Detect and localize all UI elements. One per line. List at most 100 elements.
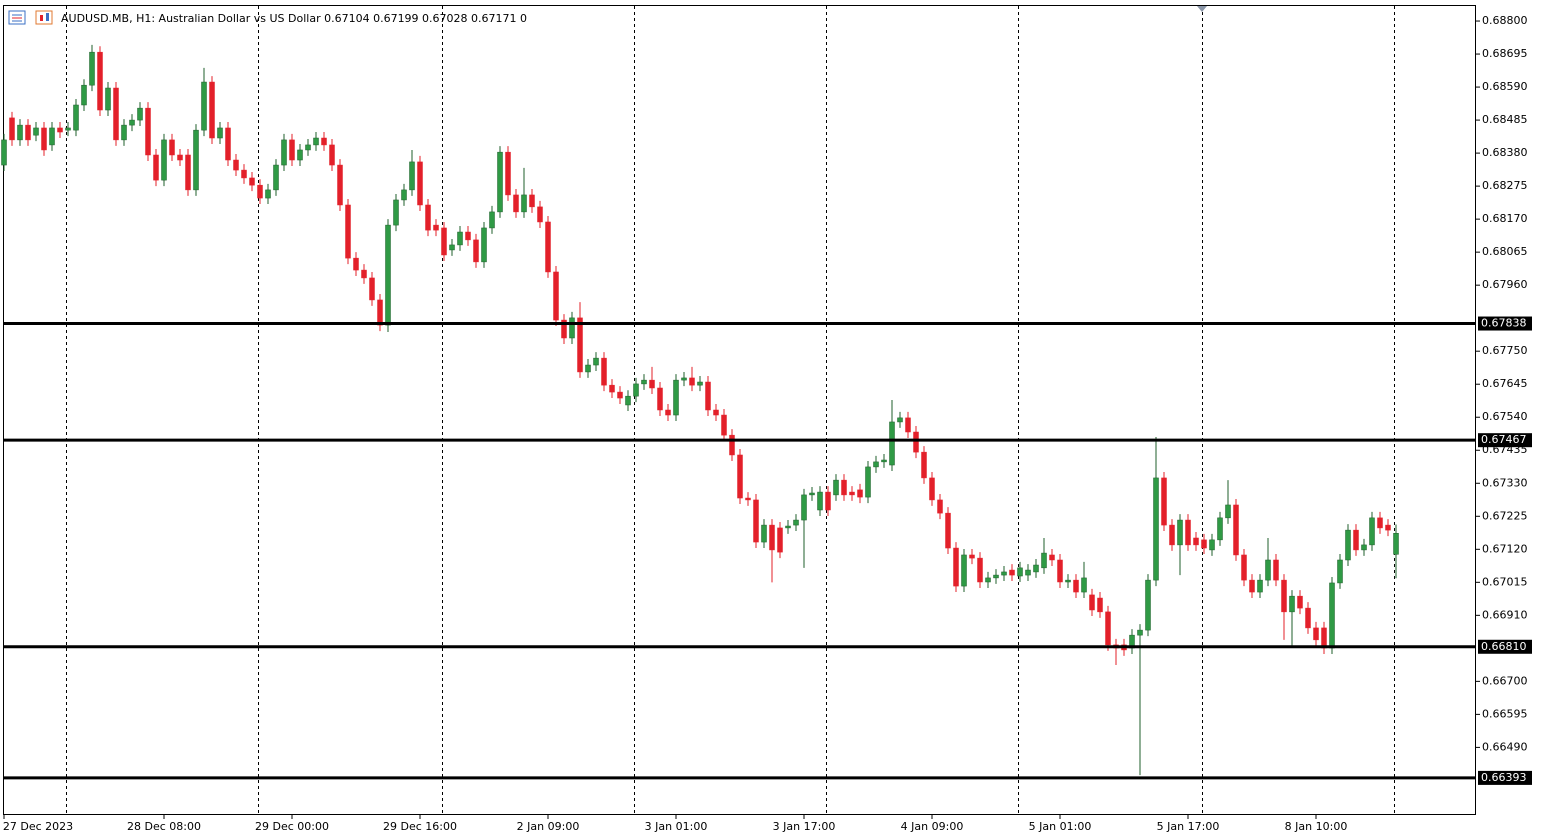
y-tick-label: 0.67225 (1482, 509, 1528, 522)
candle-body (1313, 627, 1319, 641)
level-label: 0.67467 (1481, 433, 1527, 446)
candle-body (25, 124, 31, 141)
y-tick-label: 0.68485 (1482, 113, 1528, 126)
candle-body (1305, 607, 1311, 629)
candle-body (1361, 544, 1367, 551)
candle-body (1161, 477, 1167, 526)
candle-body (473, 239, 479, 263)
candle-body (1353, 529, 1359, 551)
candle-body (1169, 524, 1175, 546)
candle-body (449, 244, 455, 251)
candle-body (833, 479, 839, 496)
candle-body (561, 319, 567, 339)
candle-body (1393, 533, 1399, 555)
candle-body (761, 524, 767, 543)
candle-body (241, 169, 247, 179)
candle-body (361, 269, 367, 279)
x-tick-label: 3 Jan 01:00 (645, 820, 708, 833)
candle-body (809, 492, 815, 496)
candle-body (1137, 629, 1143, 636)
candle-body (977, 557, 983, 583)
candle-body (705, 381, 711, 411)
y-tick-label: 0.68065 (1482, 245, 1528, 258)
plot-frame (3, 5, 1476, 815)
candle-body (457, 231, 463, 246)
candle-body (521, 194, 527, 213)
candle-body (1057, 559, 1063, 583)
candle-body (369, 277, 375, 301)
y-tick-label: 0.66595 (1482, 707, 1528, 720)
candle-body (1105, 611, 1111, 646)
candle-body (1217, 517, 1223, 541)
level-label: 0.66810 (1481, 640, 1527, 653)
chart-title: AUDUSD.MB, H1: Australian Dollar vs US D… (61, 12, 527, 25)
candle-body (409, 161, 415, 191)
x-tick-label: 5 Jan 17:00 (1157, 820, 1220, 833)
candle-body (201, 81, 207, 131)
candle-body (881, 459, 887, 463)
candle-body (209, 81, 215, 139)
x-tick-label: 29 Dec 00:00 (255, 820, 329, 833)
candle-body (345, 204, 351, 259)
candle-body (681, 377, 687, 381)
candle-body (569, 317, 575, 339)
candle-body (185, 154, 191, 191)
candle-body (385, 224, 391, 326)
candle-body (641, 379, 647, 385)
candle-body (217, 127, 223, 139)
y-tick-label: 0.67540 (1482, 410, 1528, 423)
candle-body (1273, 559, 1279, 581)
candle-body (1337, 559, 1343, 584)
y-tick-label: 0.68695 (1482, 47, 1528, 60)
level-label-box (1478, 316, 1532, 331)
candle-body (57, 127, 63, 133)
candle-body (1065, 579, 1071, 583)
candle-body (121, 124, 127, 141)
candle-body (17, 124, 23, 141)
candle-body (1281, 579, 1287, 613)
candle-body (313, 137, 319, 146)
candle-body (465, 231, 471, 241)
y-tick-label: 0.68590 (1482, 80, 1528, 93)
candle-body (1265, 559, 1271, 581)
candle-body (649, 379, 655, 389)
candle-body (1001, 571, 1007, 576)
candle-body (305, 144, 311, 151)
candle-body (1385, 524, 1391, 531)
candle-body (257, 184, 263, 199)
icon-bar (40, 15, 43, 21)
candle-body (249, 177, 255, 186)
candle-body (1177, 519, 1183, 546)
candle-body (753, 499, 759, 543)
candle-body (945, 512, 951, 549)
symbol-icons (8, 10, 53, 25)
candle-body (777, 527, 783, 553)
candle-body (417, 161, 423, 206)
candle-body (665, 409, 671, 416)
candle-body (49, 127, 55, 146)
candle-body (153, 154, 159, 181)
x-tick-label: 5 Jan 01:00 (1029, 820, 1092, 833)
x-tick-label: 29 Dec 16:00 (383, 820, 457, 833)
candle-body (1345, 529, 1351, 561)
candle-body (785, 525, 791, 529)
candle-body (169, 139, 175, 156)
candle-body (1, 139, 7, 166)
candle-body (673, 379, 679, 416)
candle-body (1025, 569, 1031, 576)
candle-body (545, 221, 551, 273)
candle-body (817, 491, 823, 511)
candle-body (729, 434, 735, 456)
candle-body (497, 151, 503, 213)
x-tick-label: 2 Jan 09:00 (517, 820, 580, 833)
candle-body (1209, 539, 1215, 551)
candle-body (89, 51, 95, 86)
level-label: 0.66393 (1481, 771, 1527, 784)
candle-body (1329, 582, 1335, 649)
candle-body (769, 524, 775, 551)
candle-body (145, 107, 151, 156)
y-tick-label: 0.67960 (1482, 278, 1528, 291)
day-separators (66, 6, 1395, 814)
candle-body (1009, 569, 1015, 576)
